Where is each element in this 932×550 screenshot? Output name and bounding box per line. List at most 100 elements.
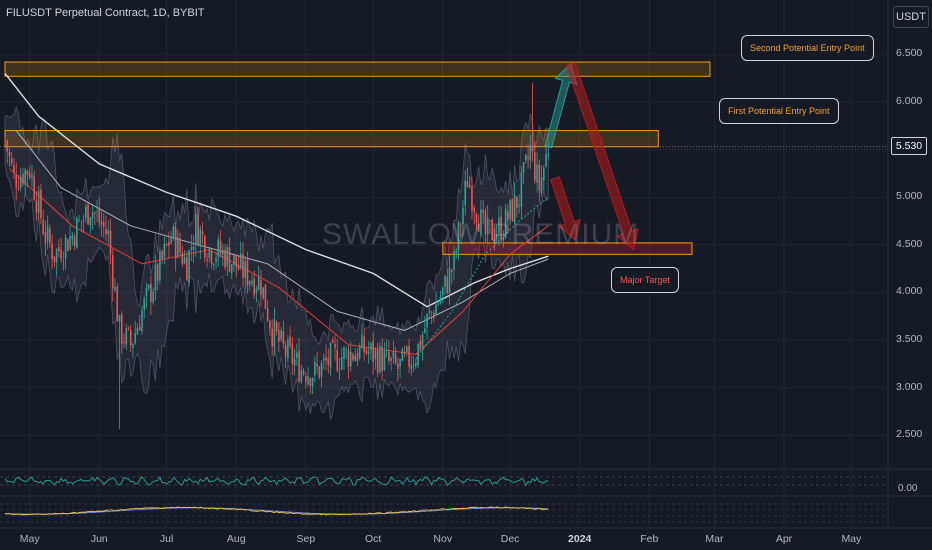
candle-body: [289, 336, 291, 346]
candle-body: [266, 308, 269, 321]
moving-average-line: [9, 168, 549, 355]
candle-body: [484, 210, 487, 235]
candle-body: [33, 176, 35, 200]
candle-body: [201, 231, 204, 235]
candle-body: [426, 313, 428, 328]
candle-body: [62, 260, 65, 262]
candle-body: [457, 222, 460, 251]
candle-body: [31, 174, 33, 178]
price-tick-label: 3.000: [896, 380, 923, 393]
price-tick-label: 2.500: [896, 428, 923, 441]
candle-body: [98, 209, 101, 223]
candle-body: [327, 358, 330, 365]
candle-body: [221, 249, 224, 255]
candle-body: [482, 209, 484, 213]
candle-body: [401, 349, 404, 361]
candle-body: [53, 256, 56, 263]
candle-body: [206, 259, 208, 261]
candle-body: [73, 236, 76, 247]
candle-body: [239, 253, 242, 268]
candle-body: [107, 230, 110, 235]
candle-body: [174, 227, 177, 259]
candle-body: [278, 329, 280, 342]
candle-body: [340, 357, 343, 370]
candle-body: [284, 345, 287, 356]
candle-body: [163, 243, 166, 258]
candle-body: [417, 343, 419, 366]
candle-body: [248, 281, 251, 285]
candle-body: [85, 206, 87, 219]
candle-body: [40, 189, 42, 219]
candle-body: [4, 139, 6, 141]
candle-body: [94, 212, 96, 214]
candle-body: [468, 184, 471, 188]
candle-body: [424, 328, 426, 333]
candle-body: [376, 350, 379, 373]
candle-body: [408, 345, 410, 367]
currency-button[interactable]: USDT: [893, 6, 929, 28]
candle-body: [441, 287, 444, 295]
candle-body: [489, 220, 491, 222]
candle-body: [44, 232, 47, 243]
candle-body: [291, 344, 294, 365]
candle-body: [132, 343, 134, 348]
candle-body: [365, 349, 368, 354]
candle-body: [358, 345, 361, 359]
candle-body: [367, 351, 370, 354]
candle-body: [430, 312, 433, 313]
candle-body: [437, 303, 440, 305]
candle-body: [534, 152, 536, 181]
candle-body: [251, 281, 253, 284]
candle-body: [136, 327, 139, 335]
candle-body: [446, 277, 449, 294]
candle-body: [192, 246, 195, 250]
second-entry-callout: Second Potential Entry Point: [741, 35, 874, 61]
candle-body: [318, 366, 321, 378]
candle-body: [412, 364, 415, 366]
time-tick-label: Mar: [705, 533, 724, 545]
candle-body: [204, 235, 206, 258]
candle-body: [509, 199, 511, 219]
candle-body: [518, 204, 520, 207]
candle-body: [13, 165, 15, 173]
candle-body: [502, 237, 505, 241]
candle-body: [307, 376, 309, 385]
candle-body: [296, 352, 298, 358]
candle-body: [10, 158, 13, 164]
candle-body: [419, 341, 422, 349]
candle-body: [486, 217, 489, 235]
candle-body: [89, 217, 92, 226]
candle-body: [336, 349, 339, 371]
candle-body: [147, 285, 150, 289]
candle-body: [152, 291, 154, 303]
volatility-band: [4, 105, 549, 420]
candle-body: [538, 164, 541, 191]
candle-body: [269, 320, 271, 330]
candle-body: [15, 175, 18, 188]
candle-body: [17, 187, 20, 189]
candle-body: [8, 152, 11, 157]
candle-body: [448, 267, 451, 294]
candle-body: [464, 180, 467, 206]
symbol-title[interactable]: FILUSDT Perpetual Contract, 1D, BYBIT: [6, 7, 205, 19]
candle-body: [111, 254, 114, 289]
candle-body: [22, 173, 24, 184]
candle-body: [529, 145, 532, 161]
candle-body: [183, 256, 186, 264]
zone-rect: [442, 242, 693, 255]
candle-body: [399, 358, 401, 367]
candle-body: [71, 235, 74, 239]
candle-body: [186, 256, 188, 281]
candle-body: [513, 194, 516, 223]
projection-arrow-down: [565, 61, 639, 251]
candle-body: [150, 283, 152, 302]
candle-body: [210, 250, 213, 265]
candle-body: [507, 211, 509, 221]
candle-body: [372, 340, 374, 362]
candle-body: [224, 249, 226, 268]
candle-body: [37, 191, 40, 214]
time-tick-label: Sep: [296, 533, 316, 545]
candle-body: [257, 277, 260, 290]
first-entry-callout: First Potential Entry Point: [719, 98, 839, 124]
